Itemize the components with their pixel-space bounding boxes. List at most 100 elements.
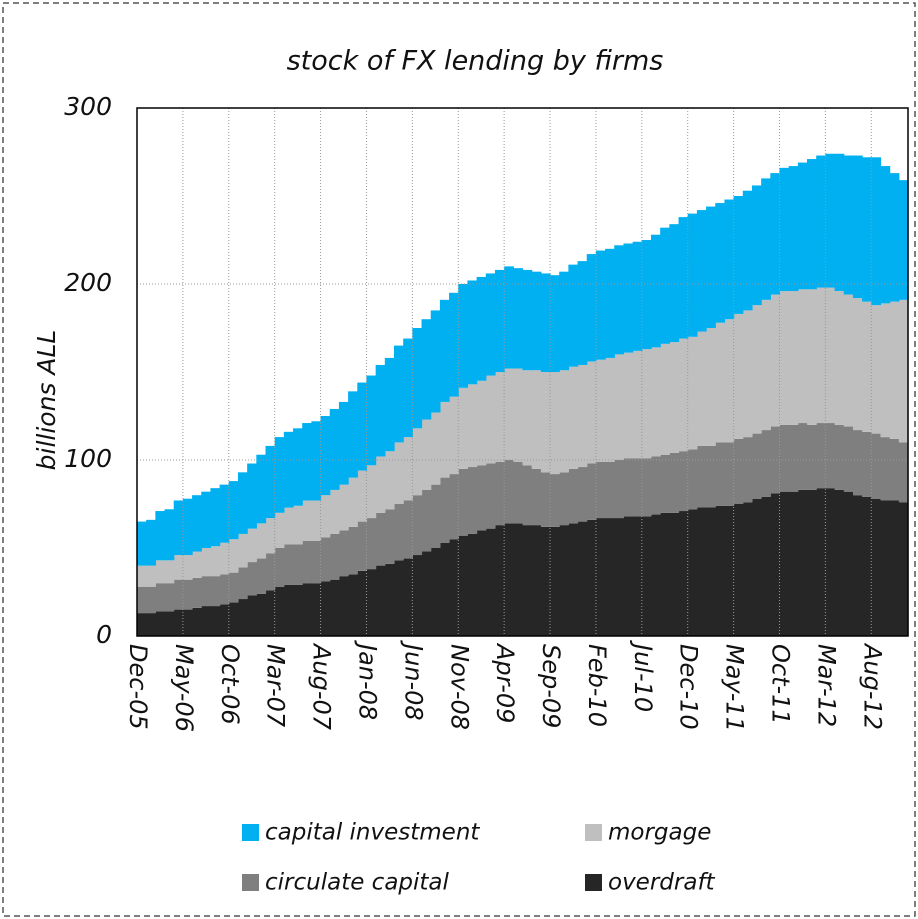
area-step — [715, 442, 726, 506]
area-step — [687, 336, 698, 450]
area-step — [751, 305, 762, 434]
area-step — [852, 495, 863, 636]
area-step — [210, 606, 221, 636]
area-step — [412, 328, 423, 429]
area-step — [834, 489, 845, 636]
area-step — [669, 224, 680, 343]
area-step — [219, 542, 230, 575]
area-step — [898, 502, 909, 636]
area-step — [430, 484, 441, 548]
area-step — [329, 408, 340, 490]
legend-swatch — [242, 824, 259, 841]
area-step — [357, 382, 368, 471]
area-step — [696, 210, 707, 332]
area-step — [770, 173, 781, 295]
area-step — [237, 567, 248, 600]
area-step — [237, 472, 248, 534]
area-step — [641, 240, 652, 350]
x-tick-label: Dec-10 — [675, 644, 703, 730]
area-step — [651, 234, 661, 348]
area-step — [577, 467, 588, 522]
area-step — [274, 437, 285, 513]
area-step — [384, 357, 395, 452]
area-step — [540, 372, 551, 473]
y-tick-label: 300 — [64, 92, 112, 121]
area-step — [247, 528, 257, 563]
area-step — [898, 442, 909, 503]
area-step — [265, 445, 276, 519]
area-step — [421, 551, 432, 636]
area-step — [219, 574, 230, 605]
area-step — [825, 153, 836, 288]
area-step — [449, 474, 459, 540]
area-step — [449, 539, 459, 636]
area-step — [137, 565, 147, 587]
area-step — [751, 433, 762, 499]
area-step — [311, 540, 322, 584]
area-step — [660, 512, 670, 636]
area-step — [724, 505, 735, 636]
area-step — [412, 428, 423, 496]
area-step — [403, 558, 413, 636]
area-step — [807, 289, 817, 425]
area-step — [651, 514, 661, 636]
area-step — [485, 375, 496, 464]
area-step — [430, 548, 441, 636]
area-step — [843, 426, 854, 492]
area-step — [595, 461, 606, 519]
area-step — [577, 261, 588, 365]
area-step — [834, 153, 845, 292]
area-step — [192, 551, 202, 578]
area-step — [439, 542, 450, 636]
area-step — [779, 424, 790, 492]
area-step — [256, 523, 267, 559]
area-step — [256, 558, 267, 594]
area-step — [898, 180, 909, 300]
area-step — [595, 359, 606, 462]
area-step — [146, 565, 156, 587]
area-step — [504, 368, 514, 460]
area-step — [862, 496, 872, 636]
area-step — [779, 491, 790, 636]
y-tick-label: 0 — [96, 620, 112, 649]
area-step — [311, 583, 322, 636]
x-tick-label: Jul-10 — [629, 640, 657, 712]
area-step — [678, 511, 689, 636]
x-tick-label: May-06 — [170, 644, 198, 732]
area-step — [338, 401, 349, 485]
area-step — [192, 495, 202, 552]
area-step — [595, 250, 606, 360]
area-step — [889, 173, 900, 302]
area-step — [137, 613, 147, 636]
area-step — [403, 338, 413, 438]
area-step — [540, 273, 551, 372]
area-step — [669, 452, 680, 513]
area-step — [182, 579, 193, 610]
area-step — [155, 583, 166, 612]
area-step — [825, 423, 836, 489]
area-step — [329, 489, 340, 534]
area-step — [403, 500, 413, 559]
area-step — [403, 437, 413, 501]
area-step — [678, 338, 689, 452]
area-step — [494, 269, 505, 372]
area-step — [513, 461, 524, 524]
area-step — [761, 496, 771, 636]
area-step — [320, 537, 331, 582]
area-step — [687, 449, 698, 510]
legend-swatch — [585, 824, 602, 841]
area-step — [430, 310, 441, 413]
area-step — [568, 523, 579, 636]
area-step — [706, 328, 716, 446]
area-step — [687, 213, 698, 337]
area-step — [283, 507, 294, 545]
area-step — [164, 509, 175, 561]
area-step — [228, 539, 239, 573]
area-step — [825, 287, 836, 424]
x-tick-label: Aug-07 — [308, 642, 336, 731]
area-step — [696, 445, 707, 508]
area-step — [146, 613, 156, 636]
area-step — [164, 560, 175, 584]
area-step — [504, 523, 514, 636]
